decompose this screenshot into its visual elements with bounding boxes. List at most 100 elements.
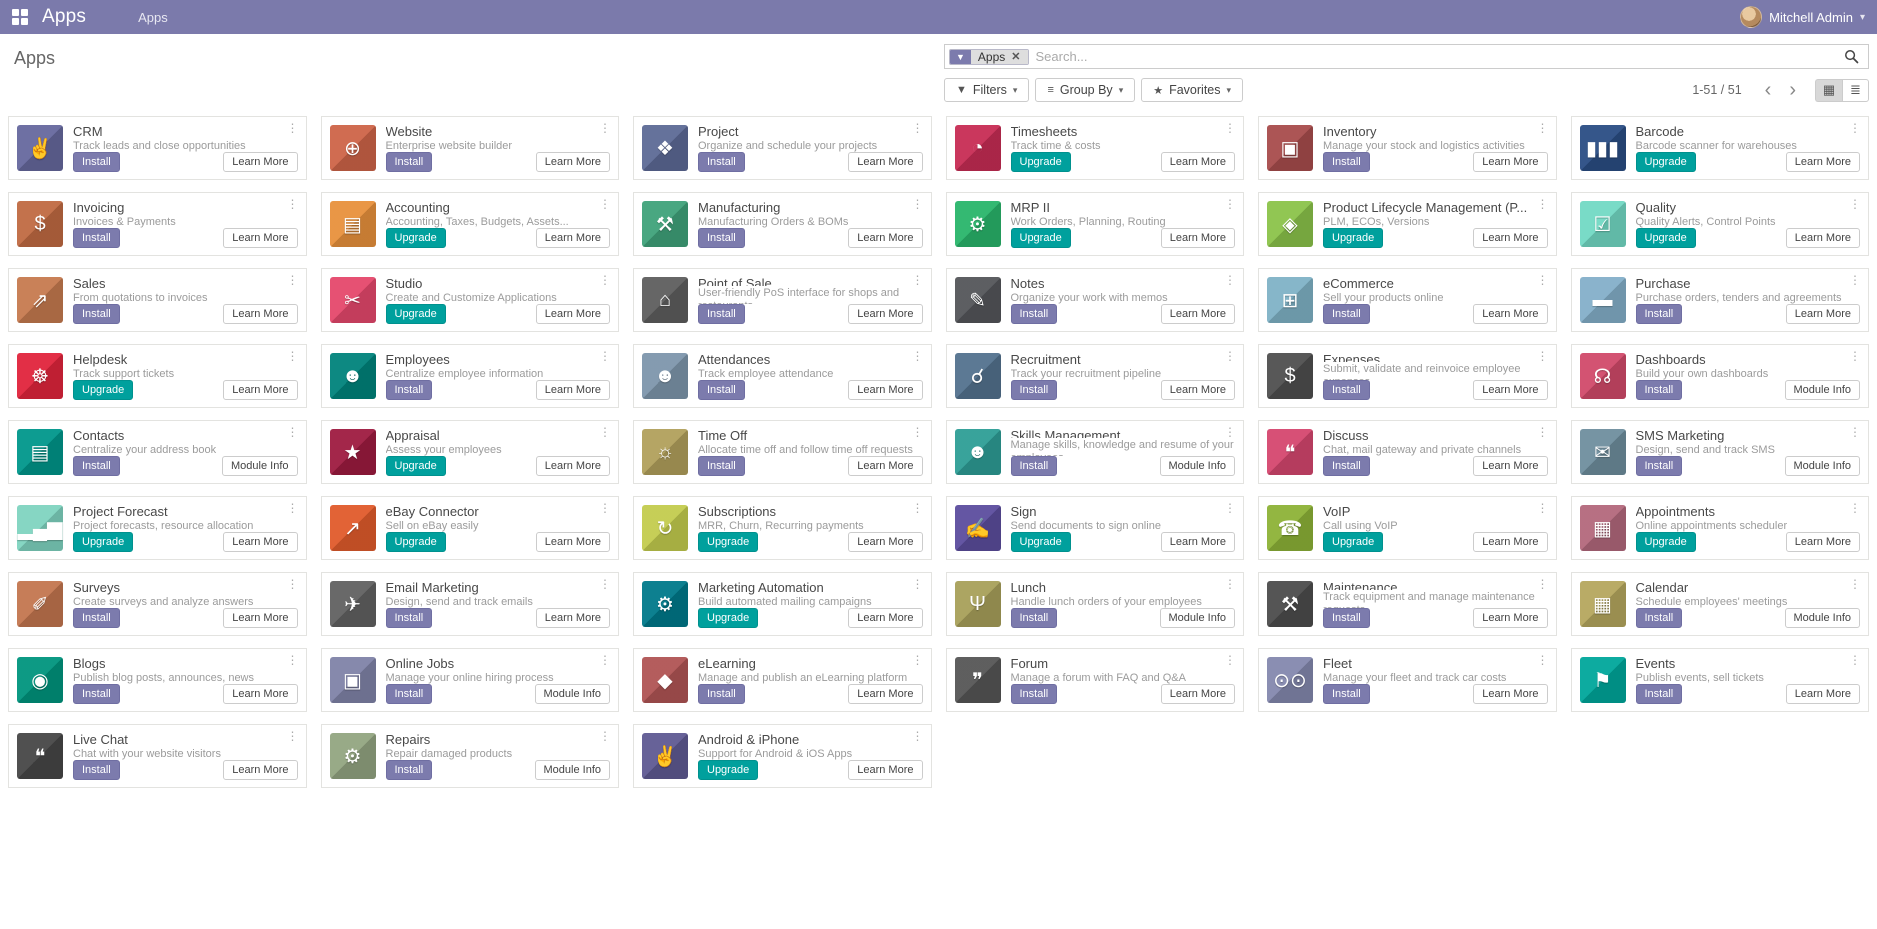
list-view-button[interactable]: ≣ xyxy=(1842,78,1869,102)
kebab-menu-icon[interactable]: ⋮ xyxy=(1536,349,1549,363)
learn-more-link[interactable]: Module Info xyxy=(1784,379,1860,400)
install-upgrade-button[interactable]: Install xyxy=(385,379,433,400)
install-upgrade-button[interactable]: Upgrade xyxy=(385,227,446,248)
learn-more-link[interactable]: Learn More xyxy=(223,303,298,324)
next-page-button[interactable]: › xyxy=(1789,79,1796,101)
kebab-menu-icon[interactable]: ⋮ xyxy=(599,653,611,667)
learn-more-link[interactable]: Learn More xyxy=(1473,379,1548,400)
kebab-menu-icon[interactable]: ⋮ xyxy=(1536,577,1549,591)
breadcrumb[interactable]: Apps xyxy=(138,9,168,25)
kebab-menu-icon[interactable]: ⋮ xyxy=(1536,653,1549,667)
learn-more-link[interactable]: Module Info xyxy=(1159,607,1235,628)
learn-more-link[interactable]: Learn More xyxy=(1785,531,1860,552)
install-upgrade-button[interactable]: Install xyxy=(698,455,745,476)
learn-more-link[interactable]: Learn More xyxy=(848,759,923,780)
learn-more-link[interactable]: Learn More xyxy=(848,683,923,704)
kebab-menu-icon[interactable]: ⋮ xyxy=(1536,121,1549,135)
kebab-menu-icon[interactable]: ⋮ xyxy=(911,197,924,211)
search-input[interactable] xyxy=(1035,49,1835,64)
kebab-menu-icon[interactable]: ⋮ xyxy=(286,653,299,667)
previous-page-button[interactable]: ‹ xyxy=(1764,79,1772,101)
learn-more-link[interactable]: Learn More xyxy=(1473,303,1548,324)
install-upgrade-button[interactable]: Install xyxy=(1635,455,1683,476)
install-upgrade-button[interactable]: Install xyxy=(385,683,433,704)
install-upgrade-button[interactable]: Install xyxy=(1323,455,1370,476)
install-upgrade-button[interactable]: Install xyxy=(73,455,120,476)
kebab-menu-icon[interactable]: ⋮ xyxy=(911,425,924,439)
kebab-menu-icon[interactable]: ⋮ xyxy=(1224,577,1236,591)
install-upgrade-button[interactable]: Install xyxy=(1010,379,1058,400)
learn-more-link[interactable]: Learn More xyxy=(223,759,298,780)
learn-more-link[interactable]: Learn More xyxy=(848,151,923,172)
learn-more-link[interactable]: Learn More xyxy=(223,683,298,704)
learn-more-link[interactable]: Module Info xyxy=(1784,607,1860,628)
learn-more-link[interactable]: Learn More xyxy=(1473,455,1548,476)
learn-more-link[interactable]: Learn More xyxy=(223,151,298,172)
learn-more-link[interactable]: Learn More xyxy=(848,379,923,400)
install-upgrade-button[interactable]: Install xyxy=(73,227,120,248)
learn-more-link[interactable]: Learn More xyxy=(1473,151,1548,172)
kebab-menu-icon[interactable]: ⋮ xyxy=(286,501,299,515)
learn-more-link[interactable]: Learn More xyxy=(223,531,298,552)
install-upgrade-button[interactable]: Install xyxy=(1010,607,1058,628)
learn-more-link[interactable]: Learn More xyxy=(1160,227,1235,248)
kebab-menu-icon[interactable]: ⋮ xyxy=(599,729,611,743)
kebab-menu-icon[interactable]: ⋮ xyxy=(1849,501,1861,515)
install-upgrade-button[interactable]: Install xyxy=(1323,379,1370,400)
learn-more-link[interactable]: Learn More xyxy=(848,227,923,248)
kebab-menu-icon[interactable]: ⋮ xyxy=(1536,425,1549,439)
install-upgrade-button[interactable]: Upgrade xyxy=(1635,531,1696,552)
learn-more-link[interactable]: Learn More xyxy=(1160,379,1235,400)
search-bar[interactable]: ▼ Apps ✕ xyxy=(944,44,1869,69)
install-upgrade-button[interactable]: Install xyxy=(73,759,120,780)
install-upgrade-button[interactable]: Install xyxy=(1635,607,1683,628)
learn-more-link[interactable]: Learn More xyxy=(535,455,610,476)
learn-more-link[interactable]: Learn More xyxy=(1160,683,1235,704)
kebab-menu-icon[interactable]: ⋮ xyxy=(599,577,611,591)
learn-more-link[interactable]: Learn More xyxy=(1473,607,1548,628)
kebab-menu-icon[interactable]: ⋮ xyxy=(911,501,924,515)
learn-more-link[interactable]: Module Info xyxy=(534,683,610,704)
install-upgrade-button[interactable]: Install xyxy=(385,607,433,628)
install-upgrade-button[interactable]: Install xyxy=(1323,303,1370,324)
install-upgrade-button[interactable]: Install xyxy=(698,683,745,704)
learn-more-link[interactable]: Learn More xyxy=(848,531,923,552)
learn-more-link[interactable]: Learn More xyxy=(1160,303,1235,324)
kebab-menu-icon[interactable]: ⋮ xyxy=(1224,425,1236,439)
learn-more-link[interactable]: Learn More xyxy=(223,227,298,248)
learn-more-link[interactable]: Learn More xyxy=(535,379,610,400)
install-upgrade-button[interactable]: Upgrade xyxy=(698,759,759,780)
install-upgrade-button[interactable]: Install xyxy=(1010,683,1058,704)
kebab-menu-icon[interactable]: ⋮ xyxy=(1849,653,1861,667)
learn-more-link[interactable]: Module Info xyxy=(222,455,298,476)
learn-more-link[interactable]: Module Info xyxy=(534,759,610,780)
learn-more-link[interactable]: Learn More xyxy=(1785,227,1860,248)
install-upgrade-button[interactable]: Upgrade xyxy=(1010,531,1071,552)
install-upgrade-button[interactable]: Install xyxy=(1635,379,1683,400)
install-upgrade-button[interactable]: Install xyxy=(1323,151,1370,172)
install-upgrade-button[interactable]: Install xyxy=(1635,683,1683,704)
kanban-view-button[interactable]: ▦ xyxy=(1815,78,1842,102)
install-upgrade-button[interactable]: Install xyxy=(73,303,120,324)
kebab-menu-icon[interactable]: ⋮ xyxy=(286,197,299,211)
learn-more-link[interactable]: Learn More xyxy=(1160,531,1235,552)
learn-more-link[interactable]: Module Info xyxy=(1784,455,1860,476)
install-upgrade-button[interactable]: Install xyxy=(73,151,120,172)
kebab-menu-icon[interactable]: ⋮ xyxy=(1849,349,1861,363)
kebab-menu-icon[interactable]: ⋮ xyxy=(1224,349,1236,363)
kebab-menu-icon[interactable]: ⋮ xyxy=(599,197,611,211)
learn-more-link[interactable]: Learn More xyxy=(1785,151,1860,172)
learn-more-link[interactable]: Learn More xyxy=(535,227,610,248)
kebab-menu-icon[interactable]: ⋮ xyxy=(1224,273,1236,287)
install-upgrade-button[interactable]: Install xyxy=(1010,303,1058,324)
kebab-menu-icon[interactable]: ⋮ xyxy=(1849,273,1861,287)
learn-more-link[interactable]: Learn More xyxy=(223,607,298,628)
install-upgrade-button[interactable]: Upgrade xyxy=(1635,227,1696,248)
install-upgrade-button[interactable]: Install xyxy=(698,151,745,172)
install-upgrade-button[interactable]: Upgrade xyxy=(1010,151,1071,172)
install-upgrade-button[interactable]: Upgrade xyxy=(698,607,759,628)
install-upgrade-button[interactable]: Install xyxy=(698,227,745,248)
filters-button[interactable]: ▼ Filters ▾ xyxy=(944,78,1030,102)
learn-more-link[interactable]: Learn More xyxy=(1473,683,1548,704)
learn-more-link[interactable]: Learn More xyxy=(1160,151,1235,172)
